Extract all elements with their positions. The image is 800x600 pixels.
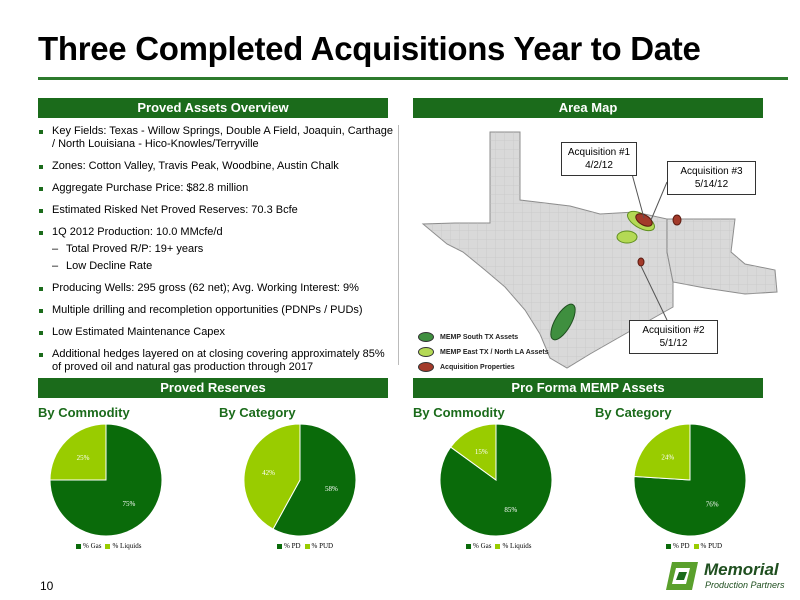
title-rule [38, 77, 788, 80]
leader-acq3 [650, 181, 668, 221]
map-legend-label: Acquisition Properties [440, 363, 515, 371]
pr-by-category: By Category [219, 405, 296, 420]
legend-swatch [105, 543, 111, 549]
callout-acquisition-1: Acquisition #1 4/2/12 [561, 142, 637, 176]
callout-acq3-label: Acquisition #3 [680, 166, 743, 177]
legend-swatch [495, 543, 501, 549]
callout-acq1-date: 4/2/12 [585, 160, 613, 171]
map-legend-label: MEMP South TX Assets [440, 333, 519, 341]
bullet-item: Aggregate Purchase Price: $82.8 million [36, 182, 396, 195]
bullet-item: Additional hedges layered on at closing … [36, 348, 396, 374]
callout-acq2-date: 5/1/12 [659, 338, 688, 349]
memp-south-tx-area [550, 303, 576, 341]
legend-label: % Gas [83, 542, 102, 550]
pie-slice [633, 423, 691, 481]
legend-label: % PD [284, 542, 301, 550]
callout-acq2-label: Acquisition #2 [642, 325, 705, 336]
texas-shape [421, 131, 674, 369]
texas-map [421, 131, 778, 369]
proved-assets-header: Proved Assets Overview [38, 98, 388, 118]
pie-slice-label: 42% [262, 469, 275, 477]
pie-legend-pr-category: % PD % PUD [273, 542, 333, 550]
pie-slice-label: 58% [325, 485, 338, 493]
leader-acq2 [640, 265, 668, 321]
legend-swatch [304, 543, 310, 549]
legend-label: % Liquids [112, 542, 142, 550]
legend-swatch [666, 543, 671, 549]
memorial-logo-icon [666, 562, 698, 590]
pie-slice [449, 423, 497, 481]
map-legend-swatch [418, 362, 434, 372]
legend-label: % Gas [473, 542, 492, 550]
map-legend-east-tx: MEMP East TX / North LA Assets [418, 347, 549, 357]
acquisition-2-marker [637, 257, 645, 267]
pie-slice [272, 423, 357, 537]
bullet-item: Producing Wells: 295 gross (62 net); Avg… [36, 282, 396, 295]
pie-chart-pf-category: 76% 24% [633, 423, 747, 537]
pie-slice-label: 85% [504, 506, 517, 514]
leader-acq1 [631, 173, 645, 219]
map-legend-swatch [418, 332, 434, 342]
pie-legend-pr-commodity: % Gas % Liquids [72, 542, 141, 550]
callout-acquisition-3: Acquisition #3 5/14/12 [667, 161, 756, 195]
proved-assets-bullets: Key Fields: Texas - Willow Springs, Doub… [36, 125, 396, 383]
legend-swatch [466, 543, 471, 549]
page-number: 10 [40, 579, 54, 593]
bullet-item: Multiple drilling and recompletion oppor… [36, 304, 396, 317]
acquisition-1-marker [635, 213, 653, 227]
pie-legend-pf-category: % PD % PUD [662, 542, 722, 550]
memp-east-tx-area [616, 230, 638, 244]
pf-by-commodity: By Commodity [413, 405, 505, 420]
page-title: Three Completed Acquisitions Year to Dat… [38, 30, 701, 67]
pie-slice-label: 75% [123, 500, 136, 508]
legend-label: % PD [673, 542, 690, 550]
pf-by-category: By Category [595, 405, 672, 420]
area-map-header: Area Map [413, 98, 763, 118]
sub-bullet-item: Total Proved R/P: 19+ years [36, 243, 396, 256]
bullet-item: Low Estimated Maintenance Capex [36, 326, 396, 339]
bullet-item: Key Fields: Texas - Willow Springs, Doub… [36, 125, 396, 151]
pie-slice [49, 423, 163, 537]
pie-chart-pr-category: 58% 42% [243, 423, 357, 537]
logo-name: Memorial [704, 560, 779, 579]
pie-slice-label: 76% [706, 501, 719, 509]
logo-tagline: Production Partners [705, 580, 785, 590]
bullet-item: Estimated Risked Net Proved Reserves: 70… [36, 204, 396, 217]
sub-bullet-item: Low Decline Rate [36, 260, 396, 273]
legend-label: % PUD [700, 542, 723, 550]
callout-acq3-date: 5/14/12 [694, 179, 729, 190]
map-legend-acquisitions: Acquisition Properties [418, 362, 515, 372]
pie-chart-pr-commodity: 75% 25% [49, 423, 163, 537]
legend-swatch [76, 543, 81, 549]
callout-acquisition-2: Acquisition #2 5/1/12 [629, 320, 718, 354]
legend-swatch [693, 543, 699, 549]
pie-slice [49, 423, 107, 481]
map-legend-label: MEMP East TX / North LA Assets [440, 348, 549, 356]
pie-legend-pf-commodity: % Gas % Liquids [462, 542, 531, 550]
pr-by-commodity: By Commodity [38, 405, 130, 420]
proved-reserves-header: Proved Reserves [38, 378, 388, 398]
legend-swatch [277, 543, 282, 549]
column-divider [398, 125, 399, 365]
legend-label: % PUD [311, 542, 334, 550]
pro-forma-header: Pro Forma MEMP Assets [413, 378, 763, 398]
pie-slice-label: 25% [77, 454, 90, 462]
bullet-item: Zones: Cotton Valley, Travis Peak, Woodb… [36, 160, 396, 173]
legend-label: % Liquids [502, 542, 532, 550]
map-legend-south-tx: MEMP South TX Assets [418, 332, 518, 342]
acquisition-3-marker [672, 214, 682, 226]
pie-slice-label: 24% [661, 453, 674, 461]
bullet-item: 1Q 2012 Production: 10.0 MMcfe/d [36, 226, 396, 239]
callout-acq1-label: Acquisition #1 [567, 147, 631, 158]
louisiana-shape [666, 218, 778, 295]
pie-slice [243, 423, 301, 530]
pie-chart-pf-commodity: 85% 15% [439, 423, 553, 537]
map-legend-swatch [418, 347, 434, 357]
pie-slice-label: 15% [475, 448, 488, 456]
